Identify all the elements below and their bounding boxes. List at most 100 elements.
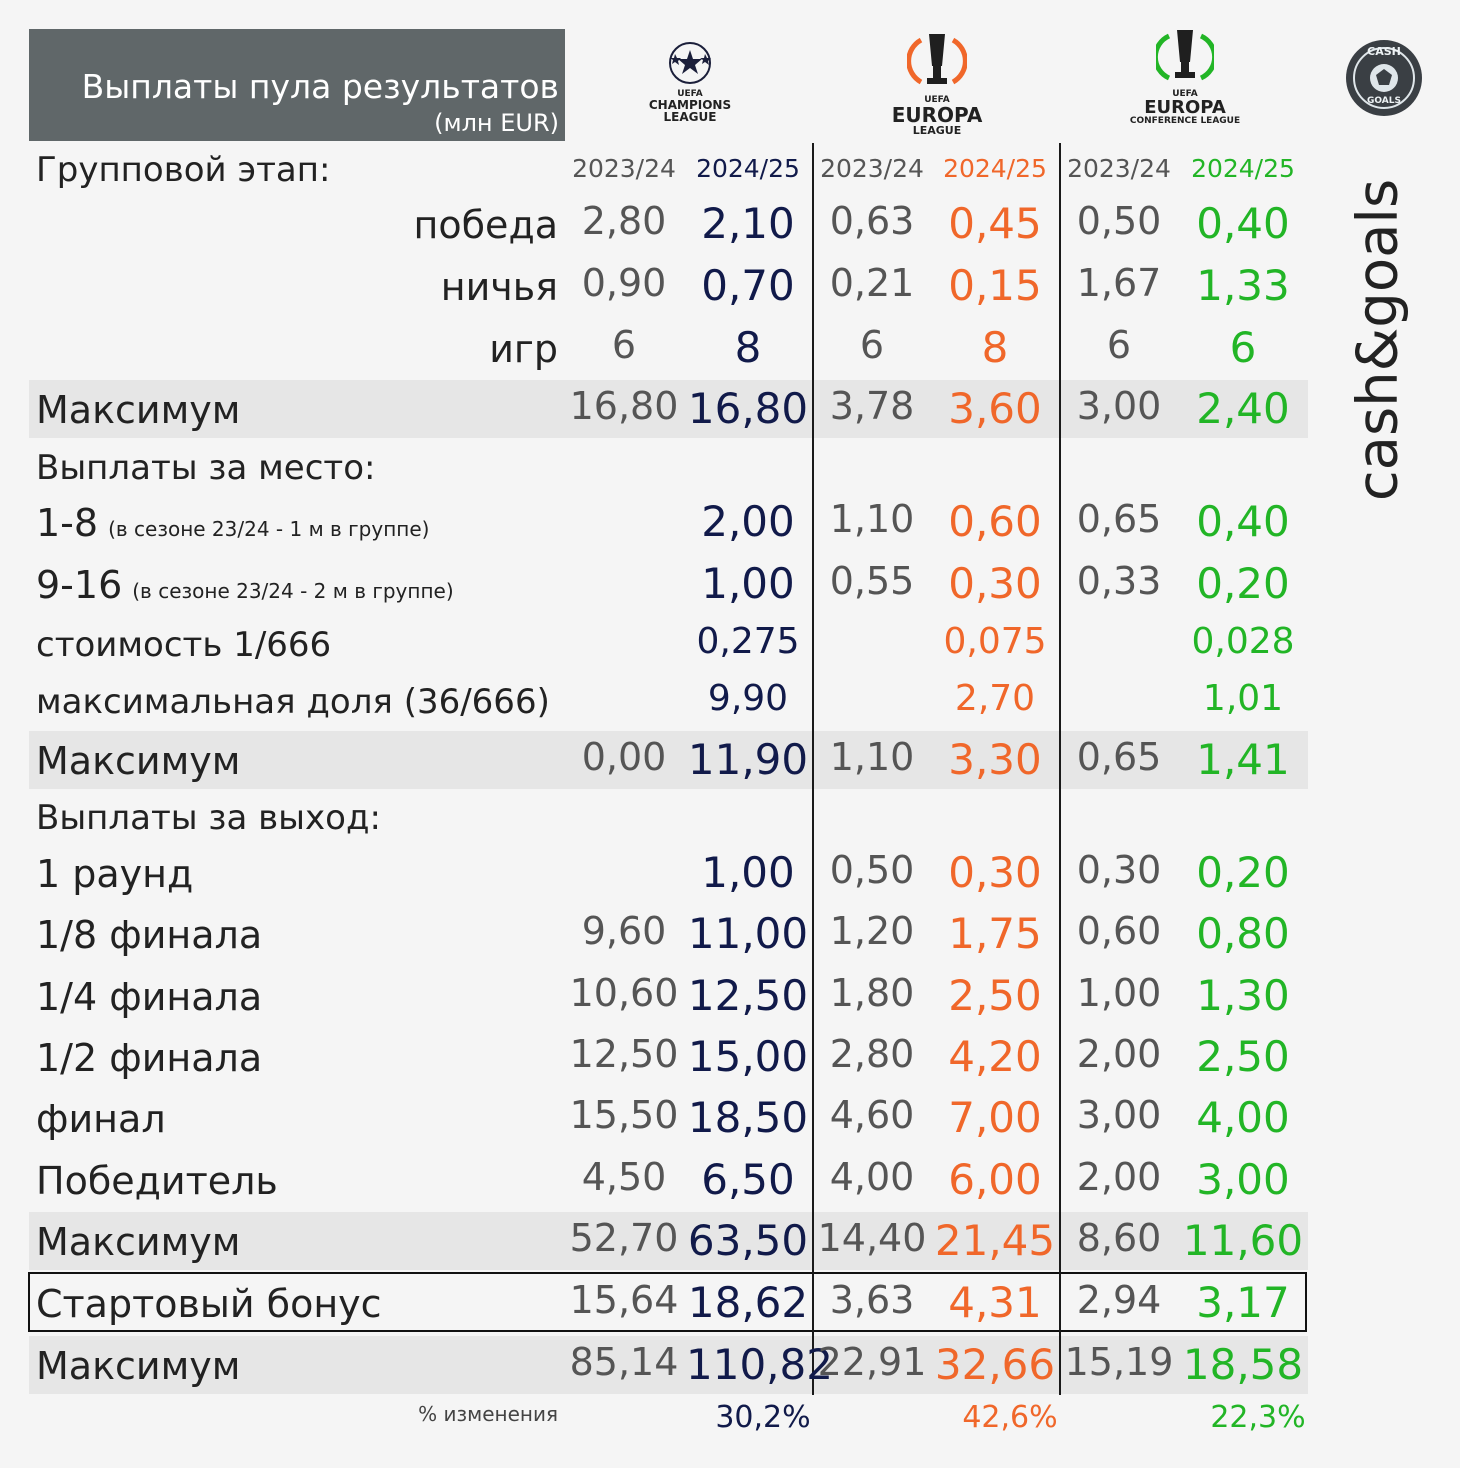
value-ecl-curr: 0,20 [1196,559,1290,608]
row-label: Максимум [36,739,240,783]
value-cl-curr: 18,62 [687,1278,809,1327]
value-ecl-prev: 0,65 [1076,735,1162,779]
row-label-text: 1/4 финала [36,975,263,1019]
europa-league-logo: UEFA EUROPA LEAGUE [878,30,996,140]
row-label-text: 9-16 [36,563,123,607]
section-advance: Выплаты за выход: [36,798,381,838]
value-el-curr: 0,15 [948,261,1042,310]
value-ecl-curr: 2,50 [1196,1032,1290,1081]
value-cl-curr: 9,90 [707,678,789,719]
value-ecl-curr: 1,01 [1202,678,1284,719]
separator-el-ecl [1059,143,1061,1395]
section-group-stage: Групповой этап: [36,150,331,190]
value-ecl-curr: 0,028 [1191,621,1295,662]
value-ecl-prev: 1,00 [1076,971,1162,1015]
row-label-text: финал [36,1097,166,1141]
value-cl-curr: 11,90 [687,735,809,784]
value-el-curr: 0,30 [948,559,1042,608]
row-label: 1/4 финала [36,975,262,1019]
value-el-curr: 7,00 [948,1093,1042,1142]
value-ecl-curr: 1,41 [1196,735,1290,784]
value-cl-prev: 6 [611,323,637,367]
value-el-curr: 3,60 [948,384,1042,433]
value-ecl-curr: 3,17 [1196,1278,1290,1327]
value-ecl-curr: 11,60 [1182,1216,1304,1265]
europa-league-trophy-icon [906,34,968,85]
section-place: Выплаты за место: [36,448,376,488]
season-el-curr: 2024/25 [943,154,1047,183]
champions-league-logo: UEFA CHAMPIONS LEAGUE [636,40,744,123]
cash-goals-ball-badge-icon [1346,40,1422,116]
value-el-prev: 2,80 [829,1032,915,1076]
value-ecl-curr: 3,00 [1196,1155,1290,1204]
value-ecl-prev: 3,00 [1076,1093,1162,1137]
value-cl-prev: 4,50 [581,1155,667,1199]
season-ecl-curr: 2024/25 [1191,154,1295,183]
value-ecl-prev: 2,00 [1076,1155,1162,1199]
value-cl-prev: 2,80 [581,199,667,243]
value-ecl-curr: 1,33 [1196,261,1290,310]
row-label: 9-16 (в сезоне 23/24 - 2 м в группе) [36,563,454,607]
value-cl-curr: 1,00 [701,559,795,608]
value-el-prev: 14,40 [817,1216,927,1260]
value-ecl-prev: 3,00 [1076,384,1162,428]
conference-league-logo: UEFA EUROPA CONFERENCE LEAGUE [1126,28,1244,140]
champions-league-starball-icon [669,42,711,84]
value-cl-curr: 12,50 [687,971,809,1020]
value-el-prev: 4,60 [829,1093,915,1137]
row-label: Стартовый бонус [36,1282,382,1326]
value-ecl-prev: 1,67 [1076,261,1162,305]
value-el-curr: 1,75 [948,909,1042,958]
row-label: Максимум [36,1344,240,1388]
value-cl-prev: 15,64 [569,1278,679,1322]
title-box: Выплаты пула результатов (млн EUR) [29,29,565,141]
brand-text: cash&goals [1345,178,1411,502]
value-el-curr: 21,45 [934,1216,1056,1265]
row-label-text: Победитель [36,1159,278,1203]
value-ecl-curr: 0,40 [1196,497,1290,546]
separator-cl-el [812,143,814,1395]
value-el-curr: 4,20 [948,1032,1042,1081]
row-label-text: Стартовый бонус [36,1282,382,1326]
value-el-prev: 4,00 [829,1155,915,1199]
value-el-prev: 0,63 [829,199,915,243]
value-ecl-prev: 2,00 [1076,1032,1162,1076]
value-cl-prev: 16,80 [569,384,679,428]
row-note: (в сезоне 23/24 - 1 м в группе) [108,517,430,541]
row-label-text: Максимум [36,739,241,783]
max-band-group [29,380,1308,438]
page-title: Выплаты пула результатов [81,67,559,106]
value-cl-curr: 11,00 [687,909,809,958]
row-label: стоимость 1/666 [36,625,331,665]
value-el-curr: 6,00 [948,1155,1042,1204]
value-cl-prev: 0,00 [581,735,667,779]
value-cl-prev: 52,70 [569,1216,679,1260]
value-cl-curr: 15,00 [687,1032,809,1081]
value-ecl-prev: 8,60 [1076,1216,1162,1260]
page-subtitle: (млн EUR) [434,109,559,137]
value-ecl-curr: 6 [1229,323,1257,372]
value-ecl-prev: 15,19 [1064,1340,1174,1384]
value-cl-prev: 10,60 [569,971,679,1015]
value-ecl-prev: 0,65 [1076,497,1162,541]
row-label-text: стоимость 1/666 [36,625,332,665]
value-cl-curr: 63,50 [687,1216,809,1265]
value-cl-curr: 110,82 [686,1340,833,1389]
row-label: Максимум [36,1220,240,1264]
row-label: 1/2 финала [36,1036,262,1080]
value-el-prev: 1,10 [829,735,915,779]
value-ecl-curr: 4,00 [1196,1093,1290,1142]
value-el-curr: 2,70 [954,678,1036,719]
value-el-prev: 0,55 [829,559,915,603]
row-label: Максимум [36,388,240,432]
value-ecl-curr: 18,58 [1182,1340,1304,1389]
value-cl-prev: 9,60 [581,909,667,953]
value-ecl-curr: 1,30 [1196,971,1290,1020]
value-el-curr: 8 [981,323,1009,372]
change-label: % изменения [418,1402,558,1426]
row-label-text: победа [413,203,558,247]
row-label-text: максимальная доля (36/666) [36,682,550,722]
row-label: 1 раунд [36,852,193,896]
row-label: 1-8 (в сезоне 23/24 - 1 м в группе) [36,501,429,545]
value-el-prev: 0,21 [829,261,915,305]
